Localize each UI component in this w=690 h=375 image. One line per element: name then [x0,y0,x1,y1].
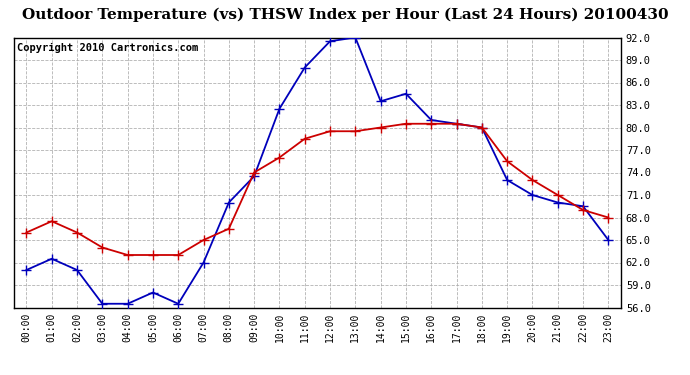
Text: Copyright 2010 Cartronics.com: Copyright 2010 Cartronics.com [17,43,198,53]
Text: Outdoor Temperature (vs) THSW Index per Hour (Last 24 Hours) 20100430: Outdoor Temperature (vs) THSW Index per … [21,8,669,22]
